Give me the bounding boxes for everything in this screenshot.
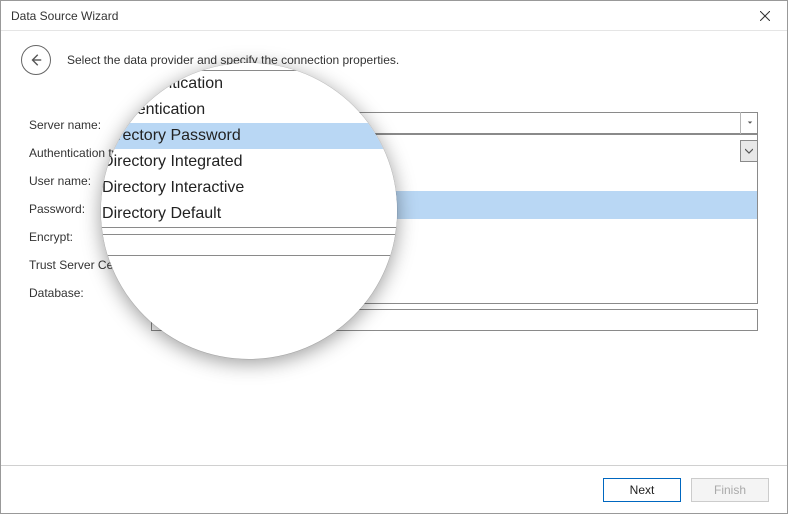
close-button[interactable] xyxy=(743,1,787,31)
magnifier-zoom: Active Directory Password Windows authen… xyxy=(101,63,397,359)
auth-option-zoom: Active Directory Integrated xyxy=(101,149,397,175)
auth-dropdown-button[interactable] xyxy=(740,140,758,162)
back-arrow-icon xyxy=(29,53,43,67)
auth-option-zoom: Server authentication xyxy=(101,97,397,123)
auth-selected-value: Active Directory Password xyxy=(101,63,397,71)
auth-option-zoom-selected: Active Directory Password xyxy=(101,123,397,149)
server-dropdown-button[interactable] xyxy=(740,112,758,134)
close-icon xyxy=(760,11,770,21)
wizard-footer: Next Finish xyxy=(1,465,787,513)
finish-button: Finish xyxy=(691,478,769,502)
window-title: Data Source Wizard xyxy=(11,9,118,23)
auth-dropdown-list-zoom: Windows authentication Server authentica… xyxy=(101,71,397,228)
back-button[interactable] xyxy=(21,45,51,75)
auth-option-zoom: Active Directory Interactive xyxy=(101,175,397,201)
auth-option-zoom: Active Directory Default xyxy=(101,201,397,227)
titlebar: Data Source Wizard xyxy=(1,1,787,31)
chevron-down-icon xyxy=(745,147,753,155)
auth-option-zoom: Windows authentication xyxy=(101,71,397,97)
chevron-down-icon xyxy=(747,120,753,126)
extra-field-zoom xyxy=(101,234,397,256)
next-button[interactable]: Next xyxy=(603,478,681,502)
